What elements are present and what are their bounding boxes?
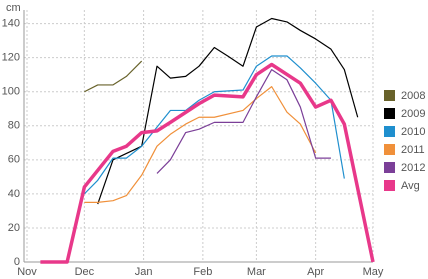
line (83, 55, 345, 195)
y-tick-label: 140 (2, 18, 20, 30)
y-tick-label: 80 (8, 120, 20, 132)
legend-label: 2009 (401, 108, 425, 120)
x-tick-label: Nov (17, 266, 37, 278)
legend-label: 2010 (401, 126, 425, 138)
x-tick-label: Dec (75, 266, 95, 278)
x-tick-label: Apr (307, 266, 324, 278)
legend-swatch (384, 162, 395, 173)
legend-swatch (384, 126, 395, 137)
y-axis-label: cm (6, 2, 21, 14)
legend-swatch (384, 108, 395, 119)
y-tick-label: 40 (8, 188, 20, 200)
x-tick-label: May (363, 266, 384, 278)
y-tick-label: 120 (2, 52, 20, 64)
legend-swatch (384, 144, 395, 155)
x-tick-label: Feb (193, 266, 212, 278)
x-tick-label: Jan (135, 266, 153, 278)
legend-swatch (384, 90, 395, 101)
y-tick-label: 0 (14, 256, 20, 268)
legend-label: 2008 (401, 90, 425, 102)
y-tick-label: 100 (2, 86, 20, 98)
y-tick-label: 20 (8, 222, 20, 234)
line (84, 86, 317, 204)
line (156, 68, 331, 174)
legend-swatch (384, 180, 395, 191)
y-tick-label: 60 (8, 154, 20, 166)
line (97, 17, 359, 205)
line (40, 62, 375, 264)
legend-label: 2012 (401, 162, 425, 174)
legend-label: 2011 (401, 144, 425, 156)
x-tick-label: Mar (247, 266, 266, 278)
line (84, 60, 143, 93)
legend-label: Avg (401, 180, 420, 192)
